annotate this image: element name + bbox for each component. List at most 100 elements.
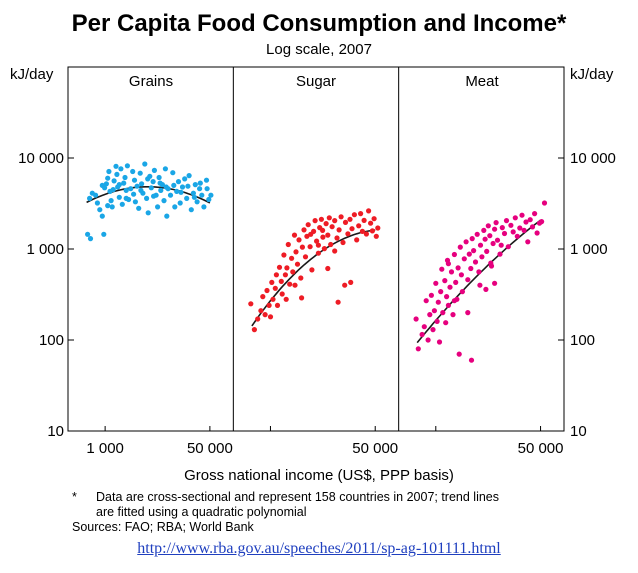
data-point-sugar	[278, 278, 284, 284]
data-point-meat	[419, 331, 425, 338]
x-tick-label: 1 000	[86, 440, 124, 457]
data-point-meat	[539, 219, 545, 225]
data-point-meat	[430, 327, 436, 333]
data-point-meat	[534, 230, 540, 236]
data-point-grains	[137, 170, 143, 176]
data-point-grains	[124, 163, 130, 169]
data-point-grains	[155, 204, 161, 210]
data-point-meat	[453, 279, 459, 285]
data-point-sugar	[348, 279, 354, 285]
data-point-meat	[466, 251, 472, 257]
data-point-grains	[136, 205, 142, 211]
data-point-meat	[490, 240, 496, 247]
data-point-grains	[162, 166, 168, 172]
data-point-sugar	[287, 281, 293, 287]
data-point-meat	[433, 280, 439, 286]
data-point-grains	[85, 231, 91, 237]
data-point-sugar	[255, 316, 261, 322]
data-point-sugar	[274, 302, 281, 308]
data-point-grains	[116, 182, 122, 188]
data-point-grains	[171, 182, 177, 188]
data-point-sugar	[248, 301, 254, 307]
data-point-meat	[445, 261, 451, 267]
data-point-meat	[481, 227, 487, 233]
data-point-sugar	[273, 272, 279, 278]
data-point-meat	[527, 217, 533, 223]
data-point-sugar	[307, 244, 313, 250]
data-point-grains	[110, 187, 116, 193]
y-tick-label: 100	[570, 332, 595, 349]
data-point-grains	[97, 207, 103, 213]
chart-subtitle: Log scale, 2007	[266, 41, 372, 58]
x-tick-label: 50 000	[352, 440, 398, 457]
data-point-meat	[448, 269, 455, 275]
data-point-meat	[438, 289, 444, 295]
data-point-sugar	[368, 220, 374, 226]
y-tick-label: 10 000	[570, 150, 616, 167]
data-point-sugar	[264, 287, 270, 294]
data-point-grains	[175, 179, 182, 185]
data-point-sugar	[334, 235, 340, 241]
y-tick-label: 10 000	[18, 150, 64, 167]
data-point-meat	[488, 260, 494, 266]
data-point-grains	[157, 180, 163, 186]
data-point-sugar	[358, 211, 364, 217]
data-point-sugar	[291, 232, 298, 238]
data-point-grains	[113, 163, 119, 169]
data-point-meat	[456, 351, 462, 357]
data-point-meat	[474, 231, 480, 237]
data-point-sugar	[320, 227, 326, 233]
data-point-meat	[519, 212, 525, 218]
data-point-meat	[439, 266, 445, 272]
data-point-meat	[492, 280, 498, 286]
data-point-meat	[440, 310, 446, 316]
data-point-meat	[443, 320, 449, 326]
source-url-link[interactable]: http://www.rba.gov.au/speeches/2011/sp-a…	[137, 540, 501, 557]
y-tick-label: 1 000	[570, 241, 608, 258]
data-point-sugar	[283, 296, 289, 302]
data-point-grains	[105, 203, 111, 209]
data-point-grains	[148, 185, 154, 191]
data-point-sugar	[299, 244, 305, 250]
data-point-grains	[161, 198, 167, 204]
data-point-grains	[190, 190, 196, 196]
data-point-meat	[458, 272, 464, 278]
data-point-sugar	[336, 227, 342, 233]
data-point-meat	[525, 239, 531, 245]
data-point-sugar	[258, 308, 264, 314]
data-point-grains	[94, 200, 100, 206]
data-point-sugar	[329, 224, 335, 230]
data-point-grains	[158, 187, 164, 193]
data-point-sugar	[332, 218, 338, 224]
data-point-meat	[477, 282, 483, 288]
data-point-grains	[105, 175, 111, 181]
data-point-sugar	[285, 241, 291, 248]
data-point-sugar	[354, 237, 360, 243]
data-point-grains	[191, 194, 197, 200]
data-point-meat	[541, 200, 548, 206]
data-point-grains	[172, 204, 178, 210]
data-point-grains	[184, 195, 190, 201]
trend-lines	[86, 186, 542, 344]
data-point-sugar	[260, 294, 266, 300]
data-point-sugar	[290, 269, 296, 275]
data-point-grains	[139, 181, 145, 187]
data-point-meat	[503, 218, 510, 224]
tick-labels: 10 10 100 100 1 000 1 000 10 000 10 000 1 000 50 …	[18, 150, 616, 457]
data-point-sugar	[312, 218, 318, 224]
data-point-grains	[151, 193, 157, 199]
y-unit-left: kJ/day	[10, 66, 54, 83]
data-point-meat	[468, 357, 475, 363]
data-point-sugar	[298, 275, 304, 281]
data-point-meat	[445, 302, 451, 308]
data-point-meat	[447, 284, 453, 290]
data-point-sugar	[315, 250, 321, 256]
data-point-grains	[123, 187, 129, 193]
data-point-grains	[130, 168, 136, 175]
data-point-grains	[188, 207, 194, 213]
trend-line-grains	[86, 186, 211, 204]
data-point-sugar	[366, 208, 372, 214]
data-point-sugar	[326, 215, 332, 221]
data-point-meat	[523, 219, 529, 225]
y-tick-label: 10	[570, 423, 587, 440]
